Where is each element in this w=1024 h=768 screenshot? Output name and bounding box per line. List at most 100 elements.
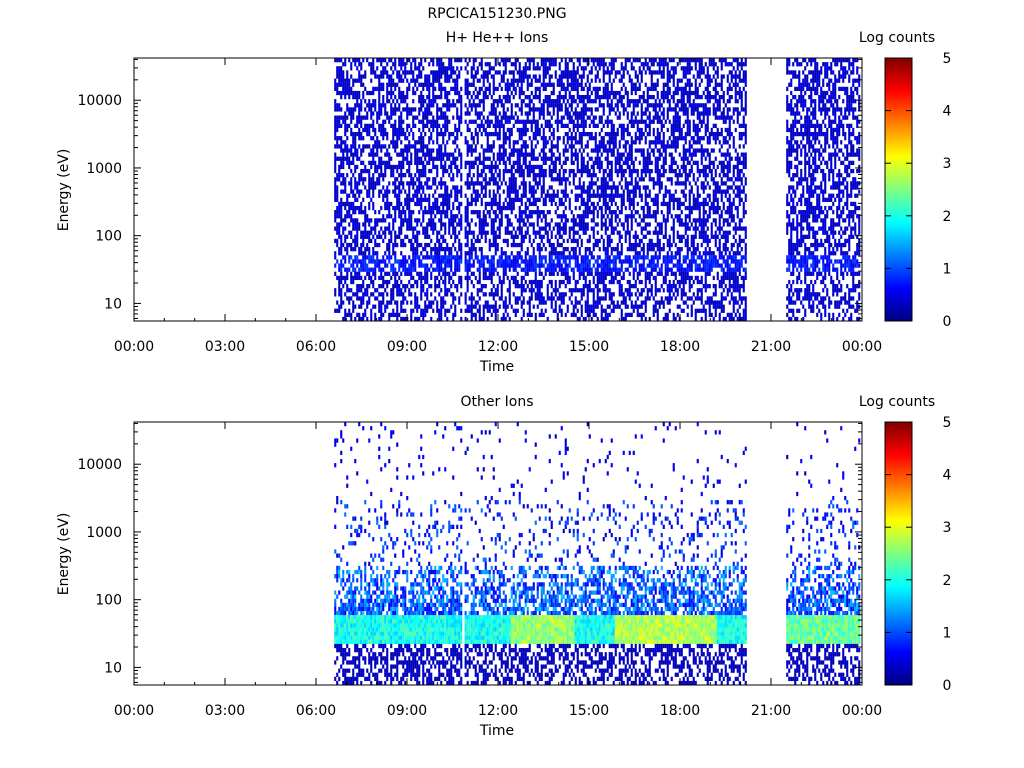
spectrogram-cell: [522, 152, 525, 157]
spectrogram-cell: [382, 185, 385, 190]
spectrogram-cell: [532, 111, 535, 116]
spectrogram-cell: [486, 275, 489, 281]
spectrogram-cell: [334, 185, 337, 190]
spectrogram-cell: [354, 107, 357, 112]
spectrogram-cell: [438, 58, 441, 63]
spectrogram-cell: [454, 312, 457, 318]
spectrogram-cell: [400, 238, 403, 244]
spectrogram-cell: [368, 181, 371, 186]
spectrogram-cell: [376, 218, 379, 223]
spectrogram-cell: [606, 173, 609, 178]
spectrogram-cell: [424, 99, 427, 104]
spectrogram-cell: [512, 86, 515, 92]
spectrogram-cell: [402, 156, 405, 161]
spectrogram-cell: [346, 78, 349, 83]
spectrogram-cell: [498, 144, 501, 149]
spectrogram-cell: [446, 140, 449, 145]
spectrogram-cell: [448, 107, 451, 112]
spectrogram-cell: [506, 259, 509, 264]
spectrogram-cell: [586, 164, 589, 170]
spectrogram-cell: [524, 94, 527, 100]
spectrogram-cell: [478, 259, 481, 264]
spectrogram-cell: [554, 144, 557, 149]
spectrogram-cell: [606, 205, 609, 211]
spectrogram-cell: [506, 168, 509, 174]
spectrogram-cell: [560, 86, 563, 92]
spectrogram-cell: [424, 173, 427, 178]
spectrogram-cell: [434, 296, 437, 301]
spectrogram-cell: [580, 119, 583, 124]
spectrogram-cell: [358, 74, 361, 79]
spectrogram-cell: [444, 148, 447, 153]
spectrogram-cell: [574, 247, 577, 252]
spectrogram-cell: [472, 160, 475, 165]
spectrogram-cell: [486, 131, 489, 137]
spectrogram-cell: [446, 123, 449, 129]
spectrogram-cell: [392, 189, 395, 194]
spectrogram-cell: [394, 144, 397, 149]
spectrogram-cell: [354, 123, 357, 129]
spectrogram-cell: [374, 127, 377, 133]
spectrogram-cell: [386, 292, 389, 297]
spectrogram-cell: [548, 156, 551, 161]
spectrogram-cell: [394, 242, 397, 248]
spectrogram-cell: [428, 205, 431, 211]
spectrogram-cell: [604, 94, 607, 100]
spectrogram-cell: [578, 271, 581, 276]
spectrogram-cell: [414, 247, 417, 252]
spectrogram-cell: [396, 136, 399, 141]
spectrogram-cell: [482, 94, 485, 100]
spectrogram-cell: [454, 90, 457, 96]
spectrogram-cell: [530, 156, 533, 161]
spectrogram-cell: [422, 136, 425, 141]
spectrogram-cell: [342, 156, 345, 161]
spectrogram-cell: [614, 136, 617, 141]
spectrogram-cell: [464, 119, 467, 124]
spectrogram-cell: [362, 127, 365, 133]
spectrogram-cell: [414, 107, 417, 112]
spectrogram-cell: [382, 193, 385, 198]
spectrogram-cell: [478, 275, 481, 281]
spectrogram-cell: [466, 148, 469, 153]
spectrogram-cell: [448, 205, 451, 211]
spectrogram-cell: [390, 300, 393, 305]
spectrogram-cell: [498, 136, 501, 141]
spectrogram-cell: [542, 131, 545, 137]
spectrogram-cell: [374, 230, 377, 235]
spectrogram-cell: [546, 82, 549, 87]
spectrogram-cell: [338, 226, 341, 231]
spectrogram-cell: [446, 263, 449, 268]
spectrogram-cell: [586, 259, 589, 264]
spectrogram-cell: [458, 263, 461, 268]
spectrogram-cell: [608, 288, 611, 293]
spectrogram-cell: [408, 210, 411, 215]
spectrogram-cell: [420, 279, 423, 285]
spectrogram-cell: [434, 189, 437, 194]
spectrogram-cell: [352, 189, 355, 194]
spectrogram-cell: [564, 111, 567, 116]
spectrogram-cell: [534, 296, 537, 301]
spectrogram-cell: [420, 136, 423, 141]
spectrogram-cell: [608, 173, 611, 178]
spectrogram-cell: [610, 66, 613, 71]
spectrogram-cell: [460, 214, 463, 219]
spectrogram-cell: [542, 214, 545, 219]
spectrogram-cell: [484, 267, 487, 272]
spectrogram-cell: [438, 78, 441, 83]
spectrogram-cell: [340, 222, 343, 227]
spectrogram-cell: [498, 279, 501, 285]
spectrogram-cell: [528, 160, 531, 165]
spectrogram-cell: [346, 107, 349, 112]
spectrogram-cell: [554, 288, 557, 293]
spectrogram-cell: [402, 90, 405, 96]
spectrogram-cell: [614, 131, 617, 137]
spectrogram-cell: [468, 144, 471, 149]
spectrogram-cell: [554, 62, 557, 67]
spectrogram-cell: [432, 78, 435, 83]
spectrogram-cell: [426, 86, 429, 92]
spectrogram-cell: [418, 242, 421, 248]
spectrogram-cell: [334, 271, 337, 276]
spectrogram-cell: [436, 201, 439, 207]
spectrogram-cell: [612, 193, 615, 198]
spectrogram-cell: [562, 99, 565, 104]
